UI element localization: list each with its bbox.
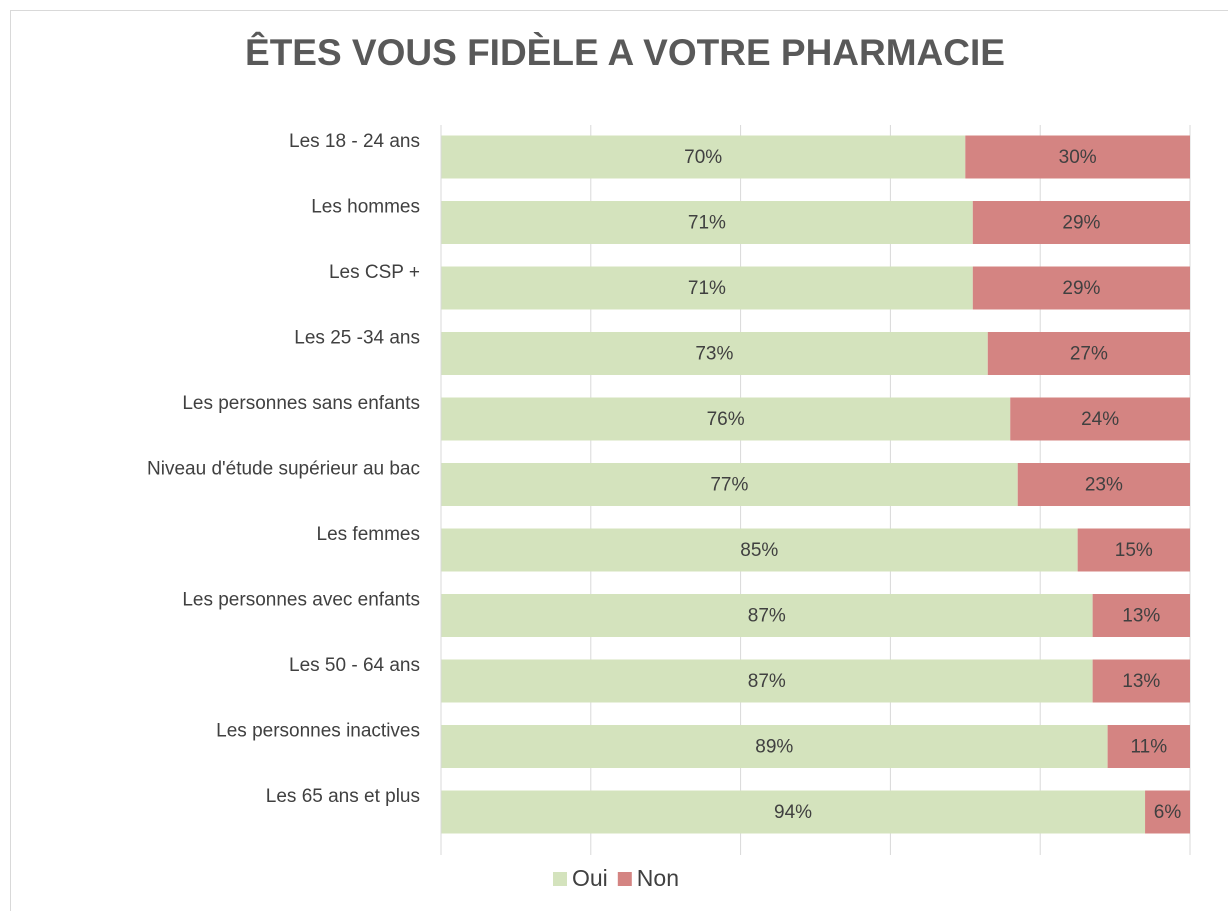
y-tick-label: Les femmes [317,524,420,545]
data-label: 76% [707,409,745,430]
bar-segment [1092,594,1190,637]
bar-segment [441,266,973,310]
bar-segment [441,528,1078,572]
bar-segment [987,332,1190,375]
bar-segment [1107,725,1190,768]
bar-segment [441,463,1018,506]
y-tick-label: Les 18 - 24 ans [289,131,420,152]
data-label: 29% [1062,213,1100,234]
data-label: 89% [755,737,793,758]
data-label: 73% [695,344,733,365]
chart-title: ÊTES VOUS FIDÈLE A VOTRE PHARMACIE [245,31,1005,73]
data-label: 70% [684,147,722,168]
y-tick-label: Niveau d'étude supérieur au bac [147,459,420,480]
bar-segment [972,201,1190,244]
bar-segment [972,266,1190,310]
y-tick-label: Les CSP + [329,262,420,283]
bar-segment [1077,528,1190,572]
bar-segment [1145,790,1190,834]
data-label: 87% [748,671,786,692]
data-label: 6% [1154,802,1182,823]
y-tick-label: Les 50 - 64 ans [289,655,420,676]
y-tick-label: Les personnes inactives [216,721,420,742]
bar-segment [441,790,1146,834]
data-label: 27% [1070,344,1108,365]
y-tick-label: Les hommes [311,197,420,218]
y-tick-label: Les 65 ans et plus [266,786,420,807]
data-label: 11% [1130,737,1167,758]
bar-segment [1017,463,1190,506]
bar-segment [1010,397,1190,441]
bar-segment [441,659,1093,703]
data-label: 85% [740,540,778,561]
data-label: 30% [1059,147,1097,168]
legend-label: Oui [572,865,608,891]
bar-segment [441,397,1011,441]
bar-segment [441,725,1108,768]
data-label: 23% [1085,475,1123,496]
data-label: 13% [1122,671,1160,692]
bar-segment [441,332,988,375]
bar-segment [441,201,973,244]
bar-segment [965,135,1190,179]
y-tick-label: Les 25 -34 ans [294,328,420,349]
bar-segment [441,594,1093,637]
data-label: 13% [1122,606,1160,627]
y-tick-label: Les personnes sans enfants [182,393,420,414]
data-label: 71% [688,278,726,299]
data-label: 29% [1062,278,1100,299]
bar-segment [1092,659,1190,703]
bar-segment [441,135,966,179]
data-label: 94% [774,802,812,823]
y-tick-label: Les personnes avec enfants [182,590,420,611]
data-label: 87% [748,606,786,627]
data-label: 15% [1115,540,1153,561]
legend-swatch [617,872,632,886]
legend-swatch [553,872,567,886]
data-label: 71% [688,213,726,234]
legend-label: Non [637,865,679,891]
data-label: 77% [710,475,748,496]
data-label: 24% [1081,409,1119,430]
